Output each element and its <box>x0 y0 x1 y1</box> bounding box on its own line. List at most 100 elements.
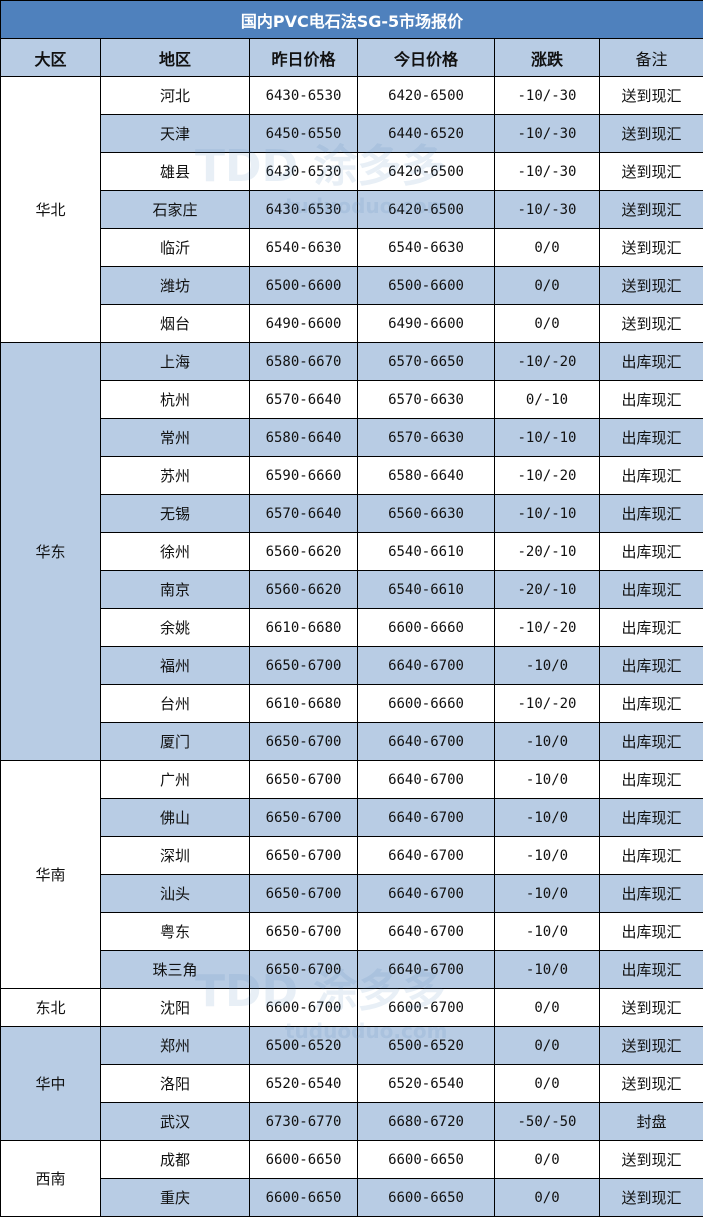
today-price-cell: 6420-6500 <box>357 76 495 115</box>
today-price-cell: 6570-6630 <box>357 418 495 457</box>
today-price-cell: 6500-6520 <box>357 1026 495 1065</box>
header-yesterday-price: 昨日价格 <box>249 38 358 77</box>
region-cell: 西南 <box>0 1140 101 1217</box>
table-row: 潍坊 6500-6600 6500-6600 0/0 送到现汇 <box>1 266 703 305</box>
change-cell: 0/0 <box>494 1026 600 1065</box>
header-region: 大区 <box>0 38 101 77</box>
table-row: 杭州 6570-6640 6570-6630 0/-10 出库现汇 <box>1 380 703 419</box>
yesterday-price-cell: 6490-6600 <box>249 304 358 343</box>
change-cell: -10/0 <box>494 950 600 989</box>
area-cell: 武汉 <box>100 1102 250 1141</box>
change-cell: -10/0 <box>494 722 600 761</box>
yesterday-price-cell: 6650-6700 <box>249 912 358 951</box>
change-cell: 0/0 <box>494 1064 600 1103</box>
yesterday-price-cell: 6570-6640 <box>249 380 358 419</box>
today-price-cell: 6520-6540 <box>357 1064 495 1103</box>
change-cell: 0/0 <box>494 988 600 1027</box>
change-cell: 0/0 <box>494 1140 600 1179</box>
area-cell: 郑州 <box>100 1026 250 1065</box>
area-cell: 余姚 <box>100 608 250 647</box>
change-cell: 0/0 <box>494 266 600 305</box>
note-cell: 封盘 <box>598 1102 703 1141</box>
table-title: 国内PVC电石法SG-5市场报价 <box>0 0 703 39</box>
yesterday-price-cell: 6600-6650 <box>249 1178 358 1217</box>
change-cell: -20/-10 <box>494 532 600 571</box>
note-cell: 送到现汇 <box>598 114 703 153</box>
note-cell: 出库现汇 <box>598 418 703 457</box>
table-row: 常州 6580-6640 6570-6630 -10/-10 出库现汇 <box>1 418 703 457</box>
yesterday-price-cell: 6600-6650 <box>249 1140 358 1179</box>
today-price-cell: 6640-6700 <box>357 722 495 761</box>
area-cell: 上海 <box>100 342 250 381</box>
area-cell: 常州 <box>100 418 250 457</box>
table-row: 天津 6450-6550 6440-6520 -10/-30 送到现汇 <box>1 114 703 153</box>
change-cell: -20/-10 <box>494 570 600 609</box>
header-today-price: 今日价格 <box>357 38 495 77</box>
today-price-cell: 6420-6500 <box>357 190 495 229</box>
note-cell: 送到现汇 <box>598 988 703 1027</box>
note-cell: 出库现汇 <box>598 798 703 837</box>
region-cell: 华东 <box>0 342 101 761</box>
area-cell: 重庆 <box>100 1178 250 1217</box>
area-cell: 佛山 <box>100 798 250 837</box>
change-cell: -10/-30 <box>494 76 600 115</box>
yesterday-price-cell: 6650-6700 <box>249 722 358 761</box>
change-cell: 0/0 <box>494 1178 600 1217</box>
yesterday-price-cell: 6430-6530 <box>249 76 358 115</box>
table-row: 珠三角 6650-6700 6640-6700 -10/0 出库现汇 <box>1 950 703 989</box>
note-cell: 送到现汇 <box>598 1026 703 1065</box>
change-cell: -10/-10 <box>494 418 600 457</box>
today-price-cell: 6640-6700 <box>357 646 495 685</box>
change-cell: -10/-30 <box>494 114 600 153</box>
today-price-cell: 6640-6700 <box>357 912 495 951</box>
region-cell: 华北 <box>0 76 101 343</box>
change-cell: -10/-20 <box>494 684 600 723</box>
today-price-cell: 6570-6630 <box>357 380 495 419</box>
today-price-cell: 6570-6650 <box>357 342 495 381</box>
change-cell: -10/-30 <box>494 152 600 191</box>
note-cell: 出库现汇 <box>598 608 703 647</box>
note-cell: 送到现汇 <box>598 266 703 305</box>
yesterday-price-cell: 6610-6680 <box>249 608 358 647</box>
yesterday-price-cell: 6650-6700 <box>249 950 358 989</box>
area-cell: 杭州 <box>100 380 250 419</box>
today-price-cell: 6640-6700 <box>357 836 495 875</box>
table-row: 福州 6650-6700 6640-6700 -10/0 出库现汇 <box>1 646 703 685</box>
yesterday-price-cell: 6600-6700 <box>249 988 358 1027</box>
area-cell: 汕头 <box>100 874 250 913</box>
table-row: 重庆 6600-6650 6600-6650 0/0 送到现汇 <box>1 1178 703 1217</box>
table-row: 汕头 6650-6700 6640-6700 -10/0 出库现汇 <box>1 874 703 913</box>
table-row: 雄县 6430-6530 6420-6500 -10/-30 送到现汇 <box>1 152 703 191</box>
table-row: 苏州 6590-6660 6580-6640 -10/-20 出库现汇 <box>1 456 703 495</box>
area-cell: 徐州 <box>100 532 250 571</box>
area-cell: 雄县 <box>100 152 250 191</box>
note-cell: 出库现汇 <box>598 456 703 495</box>
table-row: 洛阳 6520-6540 6520-6540 0/0 送到现汇 <box>1 1064 703 1103</box>
today-price-cell: 6640-6700 <box>357 760 495 799</box>
note-cell: 出库现汇 <box>598 874 703 913</box>
change-cell: -10/-20 <box>494 456 600 495</box>
table-row: 华东 上海 6580-6670 6570-6650 -10/-20 出库现汇 <box>0 342 703 761</box>
area-cell: 福州 <box>100 646 250 685</box>
change-cell: -10/0 <box>494 798 600 837</box>
today-price-cell: 6640-6700 <box>357 798 495 837</box>
note-cell: 送到现汇 <box>598 228 703 267</box>
yesterday-price-cell: 6580-6640 <box>249 418 358 457</box>
note-cell: 出库现汇 <box>598 494 703 533</box>
yesterday-price-cell: 6450-6550 <box>249 114 358 153</box>
change-cell: -10/0 <box>494 874 600 913</box>
change-cell: -10/0 <box>494 836 600 875</box>
note-cell: 出库现汇 <box>598 342 703 381</box>
note-cell: 出库现汇 <box>598 684 703 723</box>
area-cell: 沈阳 <box>100 988 250 1027</box>
table-row: 粤东 6650-6700 6640-6700 -10/0 出库现汇 <box>1 912 703 951</box>
table-row: 无锡 6570-6640 6560-6630 -10/-10 出库现汇 <box>1 494 703 533</box>
note-cell: 送到现汇 <box>598 1140 703 1179</box>
header-row: 大区 地区 昨日价格 今日价格 涨跌 备注 <box>0 38 703 77</box>
yesterday-price-cell: 6650-6700 <box>249 874 358 913</box>
region-cell: 华中 <box>0 1026 101 1141</box>
yesterday-price-cell: 6650-6700 <box>249 646 358 685</box>
today-price-cell: 6540-6630 <box>357 228 495 267</box>
note-cell: 出库现汇 <box>598 570 703 609</box>
